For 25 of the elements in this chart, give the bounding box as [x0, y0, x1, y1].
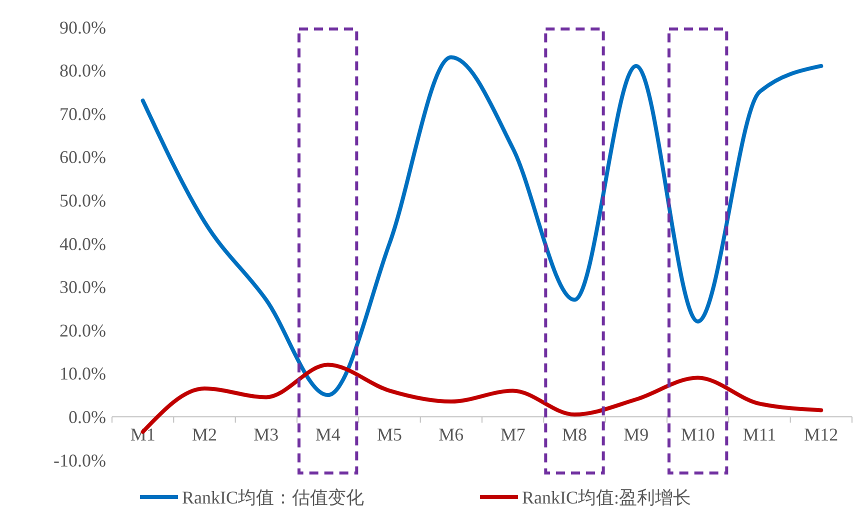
y-tick-label: 0.0%	[68, 407, 106, 427]
x-tick-label: M11	[742, 424, 776, 445]
y-tick-label: 20.0%	[60, 320, 106, 340]
x-tick-label: M7	[500, 424, 526, 445]
y-tick-label: 10.0%	[60, 364, 106, 384]
x-tick-label: M5	[376, 424, 402, 445]
x-tick-label: M3	[254, 424, 279, 445]
y-tick-label: 50.0%	[60, 190, 106, 210]
y-tick-label: 70.0%	[60, 104, 106, 124]
x-tick-label: M8	[562, 424, 588, 445]
y-tick-label: 60.0%	[60, 147, 106, 168]
y-tick-label: 80.0%	[60, 60, 106, 81]
x-tick-label: M12	[804, 424, 838, 445]
x-tick-label: M4	[315, 424, 340, 445]
y-tick-label: 40.0%	[60, 234, 106, 254]
x-tick-label: M2	[192, 424, 218, 445]
legend-label: RankIC均值:盈利增长	[522, 487, 691, 508]
y-tick-label: 30.0%	[60, 277, 106, 298]
x-tick-label: M9	[624, 424, 649, 445]
x-tick-label: M6	[438, 424, 464, 445]
legend-label: RankIC均值：估值变化	[182, 487, 364, 508]
x-tick-label: M10	[680, 424, 715, 445]
line-series	[140, 55, 824, 398]
y-tick-label: -10.0%	[54, 450, 106, 470]
y-tick-label: 90.0%	[60, 17, 106, 38]
